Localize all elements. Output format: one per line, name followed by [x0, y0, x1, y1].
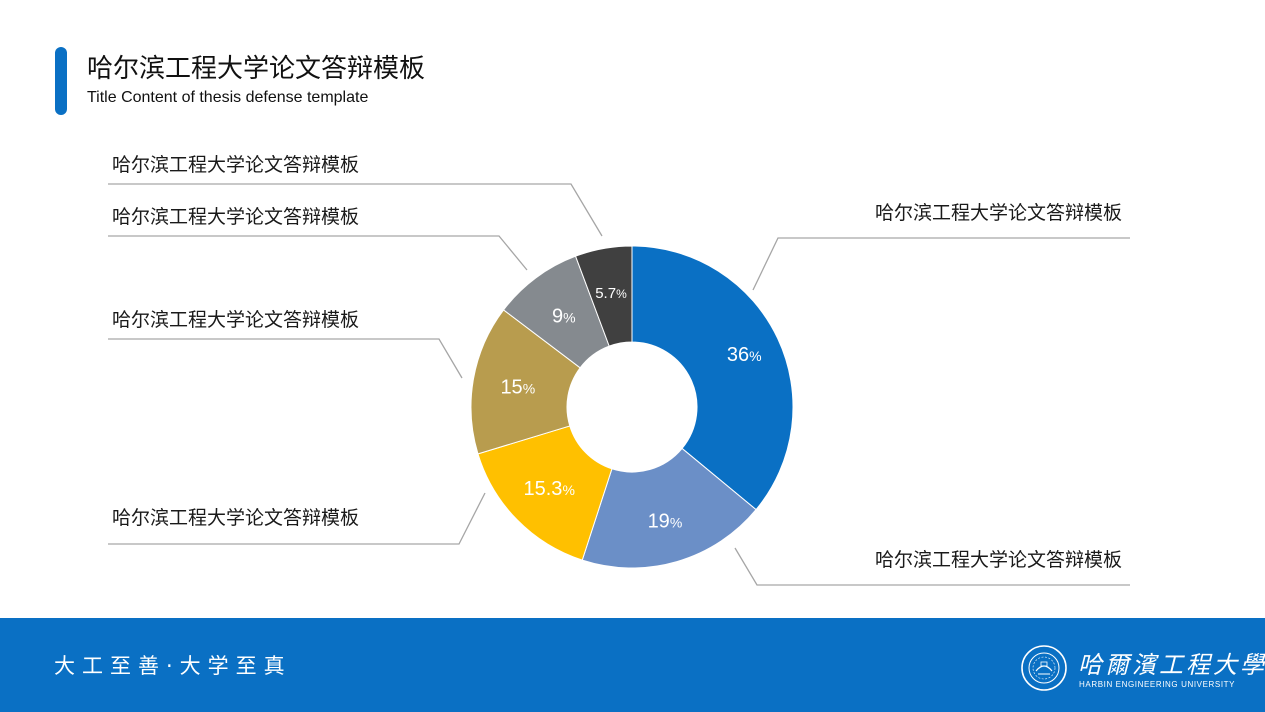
page-subtitle: Title Content of thesis defense template — [87, 89, 369, 106]
leader-line — [108, 183, 603, 237]
donut-slice — [470, 309, 581, 455]
leader-line — [108, 235, 528, 271]
page-title: 哈尔滨工程大学论文答辩模板 — [87, 54, 426, 84]
donut-slice — [631, 245, 794, 511]
slice-category-label: 哈尔滨工程大学论文答辩模板 — [112, 154, 359, 176]
donut-slice — [574, 245, 633, 347]
slice-value-label: 19% — [648, 510, 683, 532]
slice-value-label: 9% — [552, 306, 576, 328]
title-accent-bar — [55, 47, 67, 115]
footer-motto: 大工至善·大学至真 — [54, 654, 292, 678]
slice-category-label: 哈尔滨工程大学论文答辩模板 — [112, 507, 359, 529]
slice-category-label: 哈尔滨工程大学论文答辩模板 — [875, 202, 1122, 224]
university-logo-english: HARBIN ENGINEERING UNIVERSITY — [1079, 680, 1236, 689]
donut-slice — [477, 425, 613, 561]
university-logo-chinese: 哈爾濱工程大學 — [1078, 651, 1265, 679]
leader-line — [752, 237, 1130, 291]
slice-category-label: 哈尔滨工程大学论文答辩模板 — [112, 206, 359, 228]
leader-line — [108, 338, 463, 379]
donut-chart: 36% 哈尔滨工程大学论文答辩模板 19% 哈尔滨工程大学论文答辩模板 15.3% 哈尔滨… — [108, 154, 1130, 586]
footer-bar — [0, 618, 1265, 712]
donut-slice — [581, 447, 757, 569]
slice-category-label: 哈尔滨工程大学论文答辩模板 — [112, 309, 359, 331]
leader-line — [734, 547, 1130, 586]
slice-value-label: 5.7% — [595, 285, 627, 302]
slice-value-label: 15% — [500, 377, 535, 399]
slice-value-label: 36% — [727, 344, 762, 366]
slice-value-label: 15.3% — [524, 478, 575, 500]
leader-line — [108, 492, 486, 545]
university-emblem-icon — [1021, 645, 1067, 691]
slice-category-label: 哈尔滨工程大学论文答辩模板 — [875, 549, 1122, 571]
